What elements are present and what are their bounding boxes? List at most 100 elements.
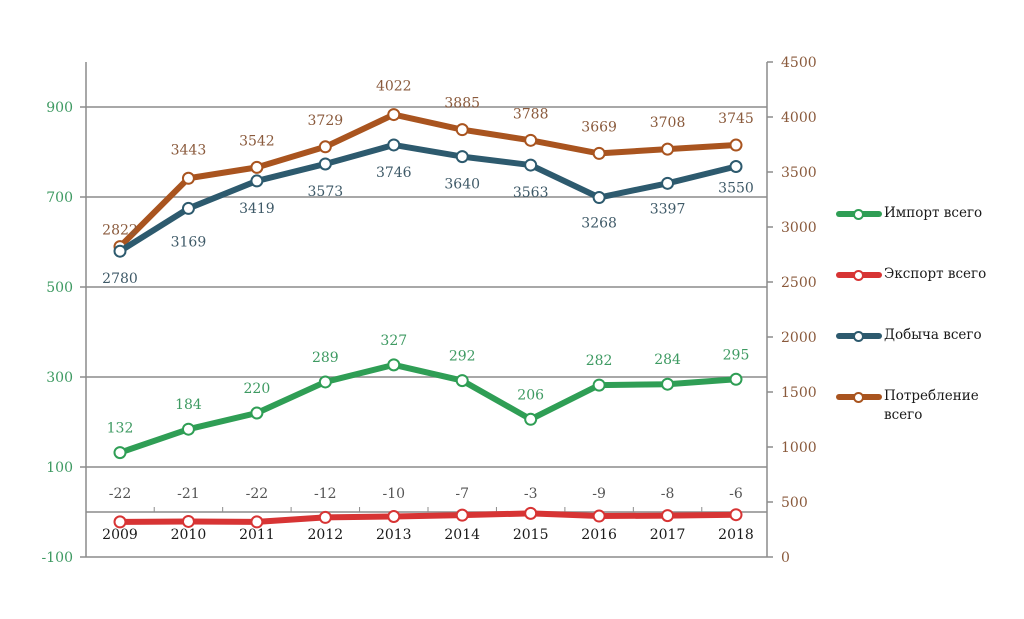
legend-item-import: Импорт всего bbox=[836, 204, 1014, 223]
data-point bbox=[455, 374, 469, 388]
data-point bbox=[181, 514, 195, 528]
x-tick-label: 2012 bbox=[308, 527, 344, 543]
legend-label-import: Импорт всего bbox=[884, 205, 983, 221]
data-label: 327 bbox=[380, 333, 407, 349]
data-label: 3419 bbox=[239, 201, 275, 217]
data-point bbox=[181, 201, 195, 215]
left-tick-label: 100 bbox=[46, 460, 73, 476]
data-label: 3788 bbox=[513, 106, 549, 122]
data-point bbox=[592, 146, 606, 160]
data-label: 3885 bbox=[444, 96, 480, 112]
data-label: -10 bbox=[383, 486, 406, 502]
legend-label-export: Экспорт всего bbox=[884, 266, 987, 282]
right-tick-label: 4000 bbox=[781, 110, 817, 126]
data-point bbox=[387, 358, 401, 372]
data-point bbox=[250, 174, 264, 188]
data-label: -22 bbox=[109, 486, 132, 502]
data-point bbox=[524, 158, 538, 172]
data-label: -6 bbox=[729, 486, 743, 502]
left-tick-label: 700 bbox=[46, 190, 73, 206]
legend-item-export: Экспорт всего bbox=[836, 265, 1014, 284]
data-label: -22 bbox=[246, 486, 269, 502]
data-point bbox=[455, 150, 469, 164]
data-label: 284 bbox=[654, 352, 681, 368]
data-point bbox=[113, 446, 127, 460]
data-label: -12 bbox=[314, 486, 337, 502]
data-label: 132 bbox=[107, 421, 134, 437]
data-point bbox=[455, 508, 469, 522]
data-point bbox=[455, 123, 469, 137]
data-label: 3443 bbox=[171, 142, 207, 158]
right-tick-label: 1000 bbox=[781, 440, 817, 456]
right-tick-label: 4500 bbox=[781, 55, 817, 71]
series-line-1 bbox=[117, 510, 739, 525]
data-label: 282 bbox=[586, 353, 613, 369]
data-point bbox=[729, 372, 743, 386]
data-point bbox=[181, 171, 195, 185]
data-label: 3397 bbox=[650, 201, 686, 217]
data-label: -9 bbox=[592, 486, 606, 502]
data-label: -8 bbox=[661, 486, 675, 502]
data-point bbox=[113, 244, 127, 258]
data-point bbox=[387, 510, 401, 523]
data-point bbox=[729, 508, 743, 522]
data-point bbox=[318, 157, 332, 171]
data-label: 3729 bbox=[308, 113, 344, 129]
data-point bbox=[524, 412, 538, 426]
data-label: 4022 bbox=[376, 79, 412, 95]
right-tick-label: 1500 bbox=[781, 385, 817, 401]
legend-item-production: Добыча всего bbox=[836, 326, 1014, 345]
data-point bbox=[250, 160, 264, 174]
data-point bbox=[729, 160, 743, 173]
legend-swatch-export bbox=[836, 267, 882, 283]
data-point bbox=[524, 133, 538, 147]
data-point bbox=[661, 509, 675, 523]
data-label: 3746 bbox=[376, 165, 412, 181]
data-label: 2822 bbox=[102, 223, 138, 239]
data-point bbox=[387, 138, 401, 152]
data-point bbox=[318, 510, 332, 524]
legend-item-consumption: Потребление всего bbox=[836, 387, 1014, 425]
data-point bbox=[592, 509, 606, 523]
data-label: 3669 bbox=[581, 119, 617, 135]
legend-swatch-production bbox=[836, 328, 882, 344]
left-tick-label: 300 bbox=[46, 370, 73, 386]
data-point bbox=[181, 422, 195, 436]
data-label: 3542 bbox=[239, 133, 275, 149]
right-tick-label: 3000 bbox=[781, 220, 817, 236]
data-label: 292 bbox=[449, 349, 476, 365]
data-label: 295 bbox=[723, 347, 750, 363]
data-point bbox=[250, 515, 264, 529]
x-tick-label: 2016 bbox=[581, 527, 617, 543]
left-tick-label: 500 bbox=[46, 280, 73, 296]
data-label: 184 bbox=[175, 397, 202, 413]
data-point bbox=[250, 406, 264, 420]
x-tick-label: 2017 bbox=[650, 527, 686, 543]
data-label: 2780 bbox=[102, 271, 138, 287]
data-label: 3640 bbox=[444, 177, 480, 193]
data-label: 206 bbox=[517, 387, 544, 403]
x-tick-label: 2018 bbox=[718, 527, 754, 543]
data-label: 3708 bbox=[650, 115, 686, 131]
data-label: -7 bbox=[455, 486, 469, 502]
x-tick-label: 2010 bbox=[171, 527, 207, 543]
data-label: 289 bbox=[312, 350, 339, 366]
x-tick-label: 2015 bbox=[513, 527, 549, 543]
x-tick-label: 2014 bbox=[444, 527, 480, 543]
data-label: 3169 bbox=[171, 234, 207, 250]
legend-label-production: Добыча всего bbox=[884, 327, 982, 343]
right-tick-label: 2000 bbox=[781, 330, 817, 346]
x-tick-label: 2013 bbox=[376, 527, 412, 543]
series-line-2 bbox=[117, 141, 739, 255]
series-line-0 bbox=[117, 361, 739, 456]
data-point bbox=[318, 375, 332, 389]
data-point bbox=[524, 506, 538, 520]
data-label: 3745 bbox=[718, 111, 754, 127]
data-point bbox=[661, 142, 675, 156]
data-point bbox=[113, 515, 127, 529]
data-point bbox=[592, 378, 606, 392]
left-tick-label: -100 bbox=[42, 550, 73, 566]
legend-swatch-import bbox=[836, 206, 882, 222]
right-tick-label: 500 bbox=[781, 495, 808, 511]
